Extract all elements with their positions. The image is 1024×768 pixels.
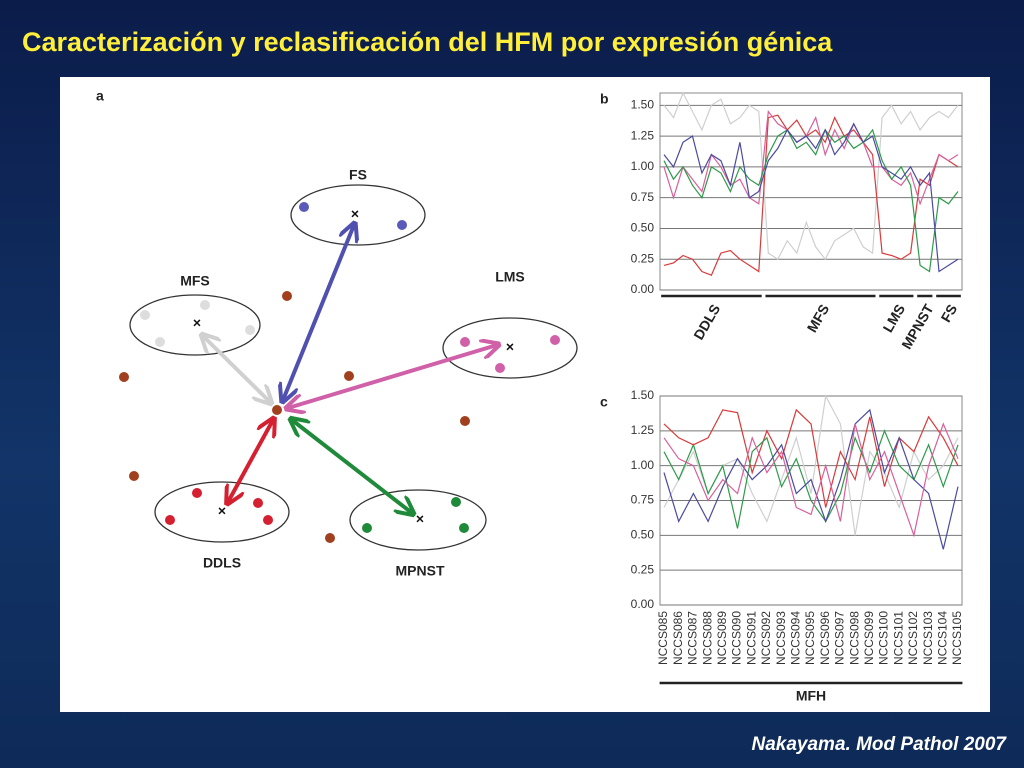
y-tick-label: 0.50: [631, 221, 655, 235]
series-line: [663, 114, 959, 276]
y-tick-label: 1.50: [631, 97, 655, 111]
y-tick-label: 1.50: [631, 388, 655, 402]
panel-label: a: [96, 88, 104, 104]
panel-label: c: [600, 394, 608, 410]
x-tick-label: NCCS101: [891, 611, 905, 665]
y-tick-label: 1.25: [631, 128, 655, 142]
x-tick-label: NCCS087: [686, 611, 700, 665]
x-tick-label: NCCS096: [818, 611, 832, 665]
x-tick-label: NCCS091: [744, 611, 758, 665]
x-tick-label: NCCS094: [788, 611, 802, 665]
x-tick-label: NCCS103: [921, 611, 935, 665]
x-tick-label: NCCS093: [774, 611, 788, 665]
x-tick-label: NCCS090: [730, 611, 744, 665]
arrows: [203, 225, 497, 513]
group-label: FS: [938, 301, 961, 324]
y-tick-label: 0.00: [631, 282, 655, 296]
group-label: MFH: [796, 688, 826, 704]
cluster-label: MFS: [180, 273, 210, 289]
mpnst-dots: [362, 497, 469, 533]
x-tick-label: NCCS092: [759, 611, 773, 665]
svg-text:×: ×: [506, 339, 514, 355]
y-tick-label: 1.25: [631, 423, 655, 437]
x-tick-label: NCCS100: [877, 611, 891, 665]
series-line: [663, 91, 959, 261]
x-tick-label: NCCS102: [906, 611, 920, 665]
y-tick-label: 0.75: [631, 493, 655, 507]
slide-title: Caracterización y reclasificación del HF…: [22, 27, 833, 57]
panel-label: b: [600, 91, 609, 107]
svg-text:×: ×: [351, 206, 359, 222]
y-tick-label: 1.00: [631, 458, 655, 472]
x-tick-label: NCCS099: [862, 611, 876, 665]
x-tick-label: NCCS105: [950, 611, 964, 665]
y-tick-label: 0.25: [631, 562, 655, 576]
svg-text:×: ×: [218, 503, 226, 519]
x-tick-label: NCCS086: [671, 611, 685, 665]
y-tick-label: 0.25: [631, 251, 655, 265]
cluster-label: DDLS: [203, 555, 241, 571]
x-tick-label: NCCS104: [935, 611, 949, 665]
y-tick-label: 0.50: [631, 528, 655, 542]
y-tick-label: 1.00: [631, 159, 655, 173]
x-tick-label: NCCS095: [803, 611, 817, 665]
x-tick-label: NCCS089: [715, 611, 729, 665]
y-tick-label: 0.75: [631, 190, 655, 204]
svg-text:×: ×: [193, 315, 201, 331]
series-line: [663, 429, 959, 529]
cluster-ellipse: [129, 294, 261, 356]
x-tick-label: NCCS097: [833, 611, 847, 665]
centroids: × × × × ×: [193, 206, 514, 527]
citation: Nakayama. Mod Pathol 2007: [752, 734, 1008, 755]
cluster-label: MPNST: [396, 563, 445, 579]
fs-dots: [299, 202, 407, 230]
diagram-a: a FS MFS LMS DDLS MPNST × × × × ×: [96, 88, 578, 579]
series-line: [663, 109, 959, 206]
y-tick-label: 0.00: [631, 597, 655, 611]
x-tick-label: NCCS085: [656, 611, 670, 665]
x-tick-label: NCCS098: [847, 611, 861, 665]
series-line: [663, 128, 959, 273]
series-line: [663, 422, 959, 538]
cluster-label: FS: [349, 167, 367, 183]
cluster-label: LMS: [495, 269, 525, 285]
x-tick-label: NCCS088: [700, 611, 714, 665]
series-line: [663, 408, 959, 550]
svg-text:×: ×: [416, 511, 424, 527]
series-line: [663, 408, 959, 508]
series-line: [663, 122, 959, 273]
